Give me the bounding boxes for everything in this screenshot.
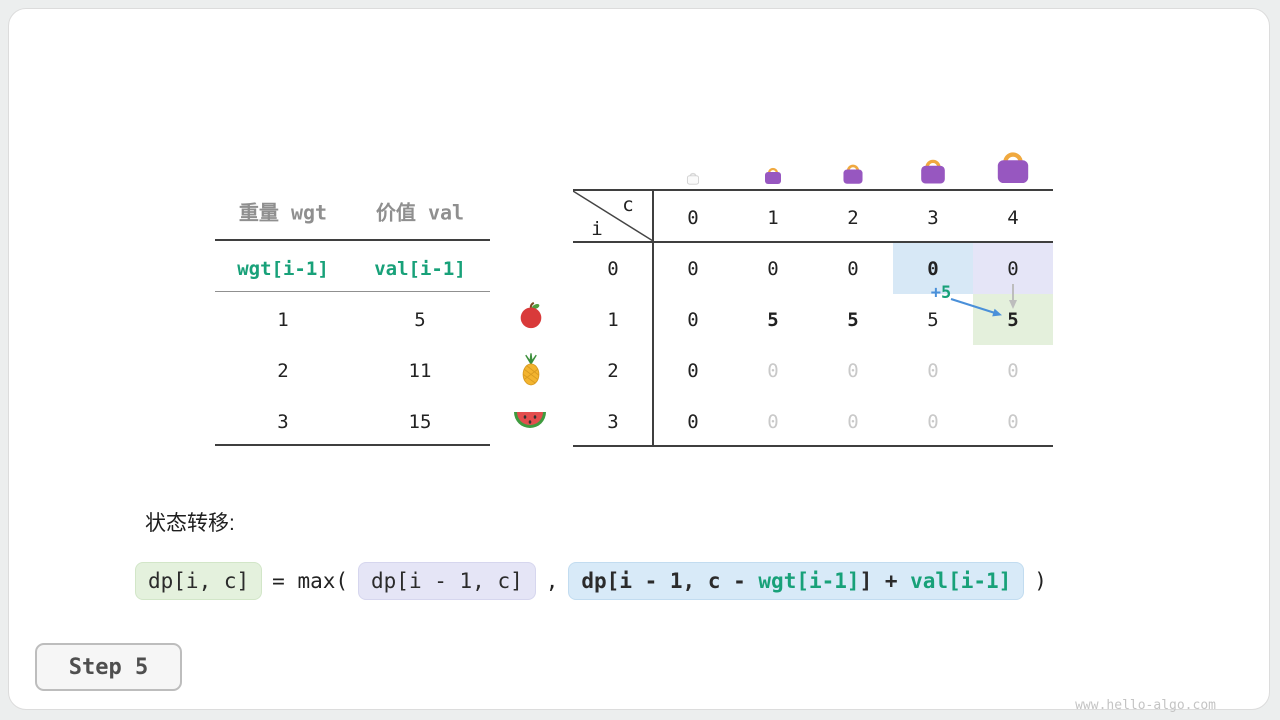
dp-corner-diagonal (573, 191, 653, 241)
dp-cell-r2-c4: 0 (1007, 360, 1019, 382)
formula-close-paren: ) (1034, 569, 1047, 593)
dp-cell-r2-c2: 0 (847, 360, 859, 382)
items-table-mid-line (215, 291, 490, 292)
dp-table-top-line (573, 189, 1053, 191)
dp-corner-label-i: i (591, 218, 603, 240)
dp-cell-r0-c0: 0 (687, 258, 699, 280)
dp-cell-r1-c2: 5 (847, 309, 859, 331)
bag-icon-capacity-2 (841, 160, 865, 185)
dp-cell-r1-c1: 5 (767, 309, 779, 331)
formula-term1: dp[i - 1, c] (358, 562, 536, 600)
items-table-bottom-line (215, 444, 490, 446)
plus-amount: 5 (941, 283, 952, 303)
dp-cell-r2-c0: 0 (687, 360, 699, 382)
step-button[interactable]: Step 5 (35, 643, 182, 691)
dp-cell-r1-c3: 5 (927, 309, 939, 331)
formula-term2-mid: ] + (859, 569, 911, 593)
state-transition-formula: dp[i, c] = max( dp[i - 1, c] , dp[i - 1,… (135, 560, 1047, 602)
pineapple-icon (517, 353, 545, 387)
item-2-weight: 2 (277, 360, 289, 382)
plus-sign: + (930, 283, 941, 303)
watermelon-icon (513, 410, 547, 432)
item-3-weight: 3 (277, 411, 289, 433)
formula-term2-prefix: dp[i - 1, c - (581, 569, 759, 593)
formula-term2-wgt: wgt[i-1] (758, 569, 860, 593)
dp-cell-r2-c3: 0 (927, 360, 939, 382)
dp-cell-r0-c3: 0 (927, 258, 939, 280)
dp-table-bottom-line (573, 445, 1053, 447)
figure-card (8, 8, 1270, 710)
dp-col-header-4: 4 (1007, 207, 1019, 229)
items-formula-val: val[i-1] (374, 258, 466, 280)
highlight-cell-r0c3 (893, 243, 973, 294)
item-1-value: 5 (414, 309, 426, 331)
watermark-text: www.hello-algo.com (1075, 698, 1216, 713)
items-col-header-weight: 重量 wgt (238, 200, 328, 225)
dp-cell-r2-c1: 0 (767, 360, 779, 382)
formula-term2-val: val[i-1] (910, 569, 1012, 593)
dp-cell-r3-c3: 0 (927, 411, 939, 433)
bag-icon-capacity-0 (686, 170, 700, 185)
dp-cell-r1-c0: 0 (687, 309, 699, 331)
dp-cell-r0-c2: 0 (847, 258, 859, 280)
dp-col-header-1: 1 (767, 207, 779, 229)
dp-col-header-0: 0 (687, 207, 699, 229)
formula-comma: , (545, 569, 559, 593)
dp-cell-r3-c4: 0 (1007, 411, 1019, 433)
items-col-header-value: 价值 val (375, 200, 465, 225)
bag-icon-capacity-1 (763, 164, 783, 185)
dp-table-vertical-line (652, 189, 654, 447)
dp-cell-r1-c4: 5 (1007, 309, 1019, 331)
items-formula-wgt: wgt[i-1] (237, 258, 329, 280)
state-transition-label: 状态转移: (145, 512, 235, 535)
formula-term2: dp[i - 1, c - wgt[i-1]] + val[i-1] (568, 562, 1025, 600)
items-table-header-line (215, 239, 490, 241)
bag-icon-capacity-4 (994, 145, 1032, 185)
dp-row-header-3: 3 (607, 411, 619, 433)
dp-cell-r3-c2: 0 (847, 411, 859, 433)
dp-col-header-2: 2 (847, 207, 859, 229)
apple-icon (516, 300, 546, 330)
formula-lhs: dp[i, c] (135, 562, 263, 600)
item-1-weight: 1 (277, 309, 289, 331)
dp-row-header-1: 1 (607, 309, 619, 331)
bag-icon-capacity-3 (918, 154, 948, 185)
dp-cell-r3-c0: 0 (687, 411, 699, 433)
step-label: Step 5 (68, 654, 149, 680)
formula-equals-max: = max( (272, 569, 349, 593)
dp-cell-r0-c1: 0 (767, 258, 779, 280)
dp-corner-label-c: c (622, 194, 634, 216)
dp-cell-r0-c4: 0 (1007, 258, 1019, 280)
dp-table-header-line (573, 241, 1053, 243)
dp-col-header-3: 3 (927, 207, 939, 229)
item-3-value: 15 (408, 411, 432, 433)
item-2-value: 11 (408, 360, 432, 382)
dp-cell-r3-c1: 0 (767, 411, 779, 433)
plus-value-annotation: +5 (931, 283, 952, 303)
dp-row-header-2: 2 (607, 360, 619, 382)
dp-row-header-0: 0 (607, 258, 619, 280)
